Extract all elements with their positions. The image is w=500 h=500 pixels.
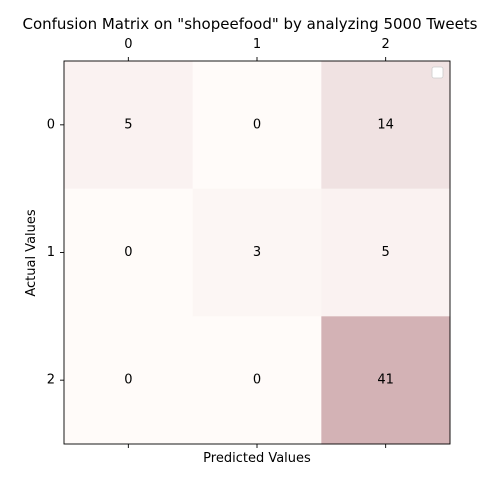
cell-value-label: 0 xyxy=(124,373,132,388)
heatmap-cell xyxy=(64,316,194,445)
heatmap-cell xyxy=(192,61,322,190)
heatmap-cell xyxy=(321,316,451,445)
x-tick-label: 1 xyxy=(253,37,261,52)
cell-value-labels: 5 0 14 0 3 5 0 0 41 xyxy=(124,117,394,387)
legend-box xyxy=(431,66,444,79)
axis-ticks: 0 1 2 0 1 2 xyxy=(47,37,390,448)
heatmap-cell xyxy=(64,188,194,317)
cell-value-label: 0 xyxy=(253,117,261,132)
cell-value-label: 0 xyxy=(124,245,132,260)
cell-value-label: 3 xyxy=(253,245,261,260)
cell-value-label: 5 xyxy=(124,117,132,132)
y-axis-label: Actual Values xyxy=(24,209,39,297)
heatmap-cell xyxy=(321,188,451,317)
y-tick-label: 2 xyxy=(47,373,55,388)
cell-value-label: 14 xyxy=(377,117,394,132)
y-tick-label: 0 xyxy=(47,117,55,132)
cell-value-label: 41 xyxy=(377,373,394,388)
x-axis-label: Predicted Values xyxy=(203,451,311,466)
heatmap-cell xyxy=(192,316,322,445)
heatmap-cells xyxy=(64,61,451,445)
heatmap-cell xyxy=(321,61,451,190)
cell-value-label: 5 xyxy=(382,245,390,260)
chart-title: Confusion Matrix on "shopeefood" by anal… xyxy=(22,15,477,33)
y-tick-label: 1 xyxy=(47,245,55,260)
x-tick-label: 2 xyxy=(382,37,390,52)
cell-value-label: 0 xyxy=(253,373,261,388)
x-tick-label: 0 xyxy=(124,37,132,52)
heatmap-cell xyxy=(64,61,194,190)
heatmap-cell xyxy=(192,188,322,317)
